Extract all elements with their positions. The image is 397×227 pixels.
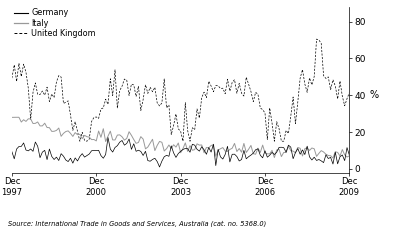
Germany bbox=[157, 166, 162, 168]
Germany bbox=[26, 150, 31, 152]
Legend: Germany, Italy, United Kingdom: Germany, Italy, United Kingdom bbox=[13, 8, 96, 38]
Germany bbox=[328, 156, 333, 159]
Germany bbox=[106, 136, 110, 139]
Germany bbox=[209, 151, 214, 153]
Italy bbox=[12, 116, 17, 119]
United Kingdom bbox=[12, 64, 17, 66]
Germany bbox=[279, 146, 284, 149]
Y-axis label: %: % bbox=[370, 90, 379, 100]
United Kingdom bbox=[328, 88, 333, 91]
Germany bbox=[10, 150, 14, 153]
Italy bbox=[331, 157, 335, 159]
United Kingdom bbox=[10, 77, 14, 79]
Line: Germany: Germany bbox=[12, 138, 349, 167]
United Kingdom bbox=[206, 80, 211, 83]
Italy bbox=[277, 148, 281, 151]
Italy bbox=[267, 153, 272, 155]
Italy bbox=[206, 146, 211, 149]
United Kingdom bbox=[347, 91, 352, 94]
Italy bbox=[347, 154, 352, 157]
Italy bbox=[28, 118, 33, 120]
Germany bbox=[347, 154, 352, 157]
United Kingdom bbox=[277, 127, 281, 130]
Text: Source: International Trade in Goods and Services, Australia (cat. no. 5368.0): Source: International Trade in Goods and… bbox=[8, 221, 266, 227]
United Kingdom bbox=[77, 140, 82, 143]
Italy bbox=[10, 116, 14, 119]
United Kingdom bbox=[267, 106, 272, 109]
Germany bbox=[270, 151, 274, 154]
Line: United Kingdom: United Kingdom bbox=[12, 39, 349, 141]
United Kingdom bbox=[26, 87, 31, 90]
Line: Italy: Italy bbox=[12, 117, 349, 158]
Italy bbox=[14, 116, 19, 119]
Germany bbox=[12, 158, 17, 160]
United Kingdom bbox=[314, 38, 319, 40]
Italy bbox=[326, 154, 331, 157]
